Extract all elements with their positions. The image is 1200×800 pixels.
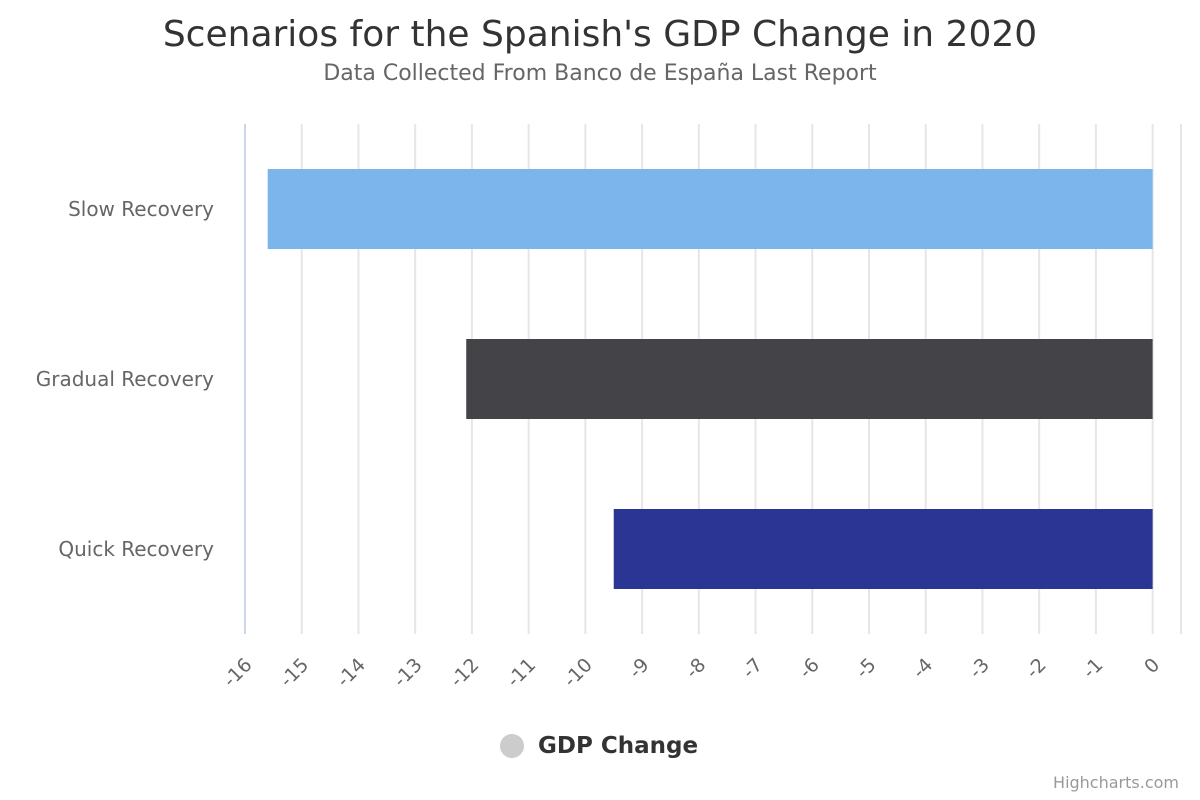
x-tick-label: -13 (389, 654, 427, 692)
x-tick-label: 0 (1140, 654, 1164, 678)
legend-marker-icon (500, 734, 524, 758)
legend[interactable]: GDP Change (500, 731, 698, 761)
legend-label[interactable]: GDP Change (538, 733, 699, 759)
bar-quick-recovery[interactable] (613, 509, 1153, 589)
x-tick-label: -5 (852, 654, 881, 683)
category-label: Slow Recovery (68, 197, 214, 221)
x-tick-label: -8 (681, 654, 710, 683)
tick-labels: -16 -15 -14 -13 -12 -11 -10 -9 -8 -7 -6 -5 -4 -3 -2 -1 0 (219, 654, 1164, 692)
x-tick-label: -10 (559, 654, 597, 692)
credits-link[interactable]: Highcharts.com (1053, 773, 1179, 792)
x-tick-label: -7 (738, 654, 767, 683)
bar-slow-recovery[interactable] (267, 169, 1153, 249)
category-label: Gradual Recovery (36, 367, 214, 391)
x-tick-label: -14 (332, 654, 370, 692)
x-tick-label: -15 (276, 654, 314, 692)
x-tick-label: -11 (503, 654, 541, 692)
chart-title: Scenarios for the Spanish's GDP Change i… (162, 14, 1038, 55)
x-tick-label: -16 (219, 654, 257, 692)
x-tick-label: -1 (1078, 654, 1107, 683)
category-label: Quick Recovery (58, 537, 214, 561)
x-tick-label: -3 (965, 654, 994, 683)
x-tick-label: -4 (908, 654, 937, 683)
chart-subtitle: Data Collected From Banco de España Last… (323, 61, 877, 86)
category-labels: Slow Recovery Gradual Recovery Quick Recov… (36, 197, 214, 561)
bar-gradual-recovery[interactable] (466, 339, 1153, 419)
x-tick-label: -12 (446, 654, 484, 692)
x-tick-label: -6 (795, 654, 824, 683)
bars (267, 169, 1153, 589)
x-tick-label: -9 (625, 654, 654, 683)
x-tick-label: -2 (1022, 654, 1051, 683)
